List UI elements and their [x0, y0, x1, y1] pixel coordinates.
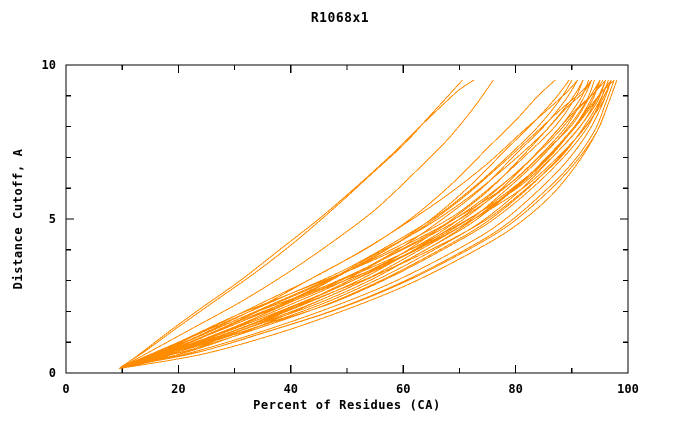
series-line [121, 79, 578, 368]
series-line [119, 79, 618, 369]
x-tick-label: 40 [284, 382, 298, 396]
series-line [121, 79, 607, 368]
series-line [119, 79, 612, 369]
series-line [120, 79, 601, 368]
series-line [121, 79, 615, 368]
series-line [124, 79, 609, 366]
x-tick-label: 100 [617, 382, 639, 396]
series-line [119, 79, 573, 369]
series-line [120, 79, 570, 368]
x-tick-label: 60 [396, 382, 410, 396]
x-tick-label: 80 [508, 382, 522, 396]
series-line [123, 79, 612, 366]
x-tick-label: 20 [171, 382, 185, 396]
x-axis-label: Percent of Residues (CA) [253, 398, 441, 412]
series-line [122, 79, 615, 366]
series-line [118, 79, 474, 369]
series-line [121, 79, 612, 368]
series-line [123, 79, 612, 366]
series-line [121, 79, 592, 368]
series-line [122, 79, 609, 366]
series-line [120, 79, 595, 369]
y-tick-label: 10 [42, 58, 56, 72]
series-line [120, 79, 592, 369]
series-line [119, 79, 556, 369]
series-line [121, 79, 604, 368]
y-tick-label: 0 [49, 366, 56, 380]
y-tick-label: 5 [49, 212, 56, 226]
series-line [120, 79, 592, 369]
series-line [121, 79, 584, 368]
series-line [121, 79, 494, 368]
x-tick-label: 0 [62, 382, 69, 396]
tick-labels: 0 20 40 60 80 100 0 5 10 [42, 58, 639, 396]
series-line [121, 79, 601, 368]
series-line [118, 79, 584, 369]
series-line [118, 79, 578, 369]
series-line [121, 79, 601, 368]
series-line [122, 79, 618, 368]
series-line [120, 79, 463, 368]
series-line [121, 79, 607, 368]
tick-marks [65, 64, 629, 374]
chart-title: R1068x1 [310, 11, 370, 26]
data-series-group [118, 79, 618, 369]
